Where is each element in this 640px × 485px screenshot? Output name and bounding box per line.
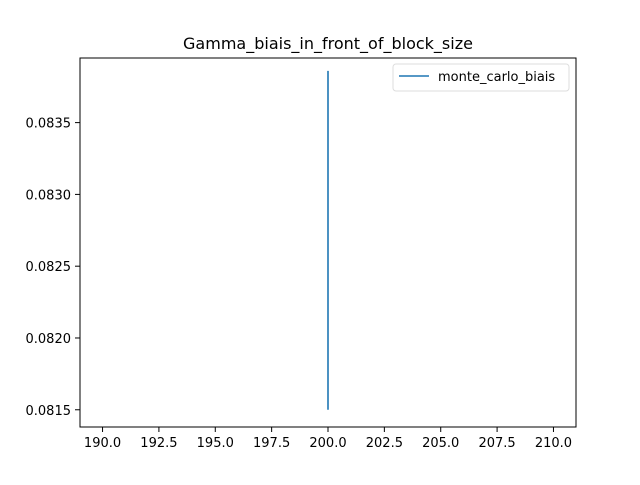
y-tick-label: 0.0825 <box>26 260 72 275</box>
y-tick-label: 0.0815 <box>26 404 72 419</box>
y-tick-label: 0.0830 <box>26 188 72 203</box>
legend-box <box>392 63 570 92</box>
axis-ticks: 190.0 192.5 195.0 197.5 200.0 202.5 205.0 207.5… <box>26 117 573 451</box>
chart-title: Gamma_biais_in_front_of_block_size <box>183 34 473 54</box>
x-tick-label: 200.0 <box>309 436 346 451</box>
x-tick-label: 202.5 <box>366 436 403 451</box>
x-tick-label: 190.0 <box>84 436 121 451</box>
x-tick-label: 192.5 <box>140 436 177 451</box>
x-tick-label: 210.0 <box>535 436 572 451</box>
legend-series-label: monte_carlo_biais <box>438 70 555 85</box>
plot-frame <box>79 57 577 428</box>
legend: monte_carlo_biais <box>392 63 570 92</box>
x-tick-label: 205.0 <box>422 436 459 451</box>
y-tick-label: 0.0835 <box>26 117 72 132</box>
y-tick-label: 0.0820 <box>26 332 72 347</box>
x-tick-label: 207.5 <box>478 436 515 451</box>
x-tick-label: 195.0 <box>197 436 234 451</box>
x-tick-label: 197.5 <box>253 436 290 451</box>
